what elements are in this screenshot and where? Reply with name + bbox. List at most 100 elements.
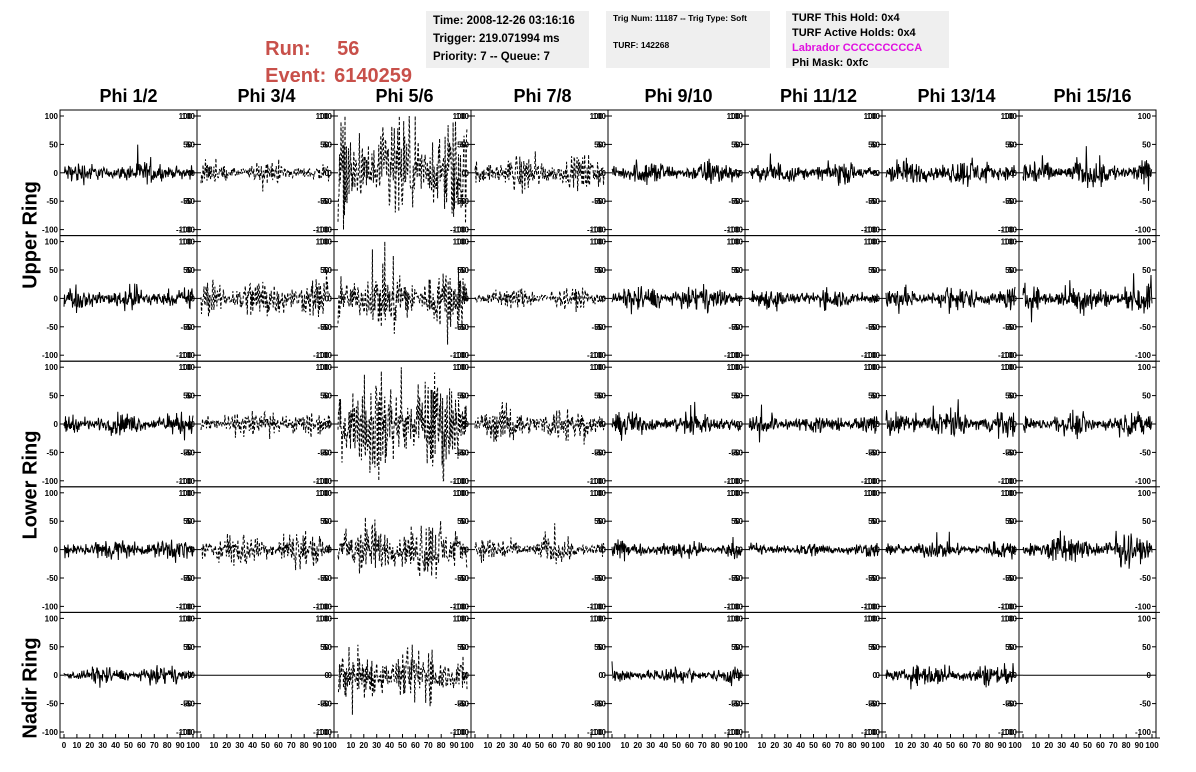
y-tick-label-right: -50 xyxy=(865,700,877,709)
y-tick-label-left: 50 xyxy=(49,140,58,149)
y-tick-label-left: -100 xyxy=(727,602,744,611)
panel-frame-r3-c1 xyxy=(196,486,335,613)
waveform-trace-r4-c2 xyxy=(338,644,468,715)
y-tick-label-left: 0 xyxy=(602,546,607,555)
priority-text: Priority: 7 -- Queue: 7 xyxy=(433,51,550,63)
y-tick-label-left: -50 xyxy=(46,323,58,332)
y-tick-label-left: 50 xyxy=(49,517,58,526)
y-tick-label-right: -50 xyxy=(1139,574,1151,583)
waveform-trace-r3-c0 xyxy=(63,539,194,563)
y-tick-label-right: 100 xyxy=(864,489,878,498)
y-tick-label-left: 0 xyxy=(191,546,196,555)
y-tick-label-right: -100 xyxy=(313,728,330,737)
y-tick-label-right: 100 xyxy=(727,363,741,372)
x-tick-label: 40 xyxy=(1070,741,1079,750)
y-tick-label-left: -50 xyxy=(183,323,195,332)
y-tick-label-left: 100 xyxy=(319,112,333,121)
time-info-box: Time: 2008-12-26 03:16:16 Trigger: 219.0… xyxy=(426,11,589,68)
waveform-trace-r2-c1 xyxy=(200,410,331,440)
y-tick-label-left: -50 xyxy=(594,574,606,583)
y-tick-label-right: 100 xyxy=(1138,238,1152,247)
y-tick-label-right: 0 xyxy=(462,420,467,429)
y-tick-label-left: 50 xyxy=(323,392,332,401)
x-tick-label: 90 xyxy=(861,741,870,750)
y-tick-label-right: -50 xyxy=(317,700,329,709)
y-tick-label-right: 50 xyxy=(1005,266,1014,275)
y-tick-label-left: -100 xyxy=(864,226,881,235)
panel-frame-r4-c6 xyxy=(881,611,1020,739)
y-tick-label-left: 0 xyxy=(1013,169,1018,178)
y-tick-label-left: 0 xyxy=(1013,546,1018,555)
y-tick-label-right: 100 xyxy=(179,614,193,623)
y-tick-label-left: 50 xyxy=(597,517,606,526)
event-label-text: Event: xyxy=(265,65,327,87)
y-tick-label-right: 50 xyxy=(868,140,877,149)
y-tick-label-left: -100 xyxy=(864,477,881,486)
y-tick-label-left: -50 xyxy=(1005,574,1017,583)
y-tick-label-left: -100 xyxy=(864,351,881,360)
y-tick-label-left: -50 xyxy=(457,323,469,332)
y-tick-label-right: 50 xyxy=(1005,140,1014,149)
y-tick-label-left: 0 xyxy=(739,169,744,178)
x-tick-label: 20 xyxy=(359,741,368,750)
y-tick-label-right: 50 xyxy=(320,517,329,526)
x-tick-label: 60 xyxy=(822,741,831,750)
y-tick-label-left: 0 xyxy=(465,420,470,429)
y-tick-label-right: 50 xyxy=(868,266,877,275)
x-tick-label: 20 xyxy=(907,741,916,750)
y-tick-label-right: 0 xyxy=(599,671,604,680)
y-tick-label-right: -50 xyxy=(180,323,192,332)
y-tick-label-left: 50 xyxy=(49,266,58,275)
x-tick-label: 50 xyxy=(535,741,544,750)
waveform-trace-r2-c6 xyxy=(885,399,1016,439)
y-tick-label-right: -50 xyxy=(728,448,740,457)
x-tick-label: 20 xyxy=(1044,741,1053,750)
waveform-trace-r1-c1 xyxy=(200,270,331,318)
waveform-trace-r3-c3 xyxy=(474,523,605,565)
y-tick-label-left: 0 xyxy=(465,671,470,680)
column-title-phi-5-6: Phi 5/6 xyxy=(375,86,434,106)
x-tick-label: 40 xyxy=(385,741,394,750)
y-tick-label-left: -50 xyxy=(183,197,195,206)
y-tick-label-right: -100 xyxy=(1135,602,1152,611)
y-tick-label-right: -100 xyxy=(313,602,330,611)
y-tick-label-right: 50 xyxy=(183,392,192,401)
x-tick-label: 90 xyxy=(1135,741,1144,750)
y-tick-label-right: -100 xyxy=(450,477,467,486)
y-tick-label-left: 0 xyxy=(54,169,59,178)
y-tick-label-right: -100 xyxy=(313,477,330,486)
y-tick-label-right: -50 xyxy=(1002,574,1014,583)
y-tick-label-left: 0 xyxy=(54,420,59,429)
y-tick-label-right: -50 xyxy=(180,448,192,457)
y-tick-label-right: -50 xyxy=(1002,197,1014,206)
y-tick-label-right: 50 xyxy=(183,140,192,149)
y-tick-label-right: 50 xyxy=(731,517,740,526)
waveform-trace-r0-c2 xyxy=(337,115,468,230)
y-tick-label-right: 50 xyxy=(868,517,877,526)
y-tick-label-right: 100 xyxy=(864,614,878,623)
y-tick-label-left: 50 xyxy=(323,517,332,526)
x-tick-label: 60 xyxy=(685,741,694,750)
y-tick-label-left: 100 xyxy=(456,363,470,372)
y-tick-label-left: -100 xyxy=(179,728,196,737)
y-tick-label-right: -50 xyxy=(1139,197,1151,206)
y-tick-label-left: 50 xyxy=(734,140,743,149)
waveform-trace-r2-c2 xyxy=(337,367,468,482)
waveform-trace-r1-c5 xyxy=(748,287,879,312)
waveform-trace-r2-c4 xyxy=(611,401,742,441)
waveform-trace-r1-c7 xyxy=(1022,273,1153,323)
y-tick-label-left: -50 xyxy=(46,574,58,583)
x-tick-label: 10 xyxy=(1031,741,1040,750)
y-tick-label-left: 50 xyxy=(871,517,880,526)
y-tick-label-right: 100 xyxy=(727,489,741,498)
y-tick-label-left: -50 xyxy=(594,197,606,206)
y-tick-label-right: -100 xyxy=(1135,728,1152,737)
y-tick-label-left: 100 xyxy=(319,614,333,623)
y-tick-label-left: 100 xyxy=(182,489,196,498)
y-tick-label-left: 50 xyxy=(186,266,195,275)
y-tick-label-left: 50 xyxy=(186,392,195,401)
x-tick-label: 40 xyxy=(248,741,257,750)
x-tick-label: 60 xyxy=(137,741,146,750)
y-tick-label-right: 50 xyxy=(320,392,329,401)
y-tick-label-right: -100 xyxy=(861,602,878,611)
